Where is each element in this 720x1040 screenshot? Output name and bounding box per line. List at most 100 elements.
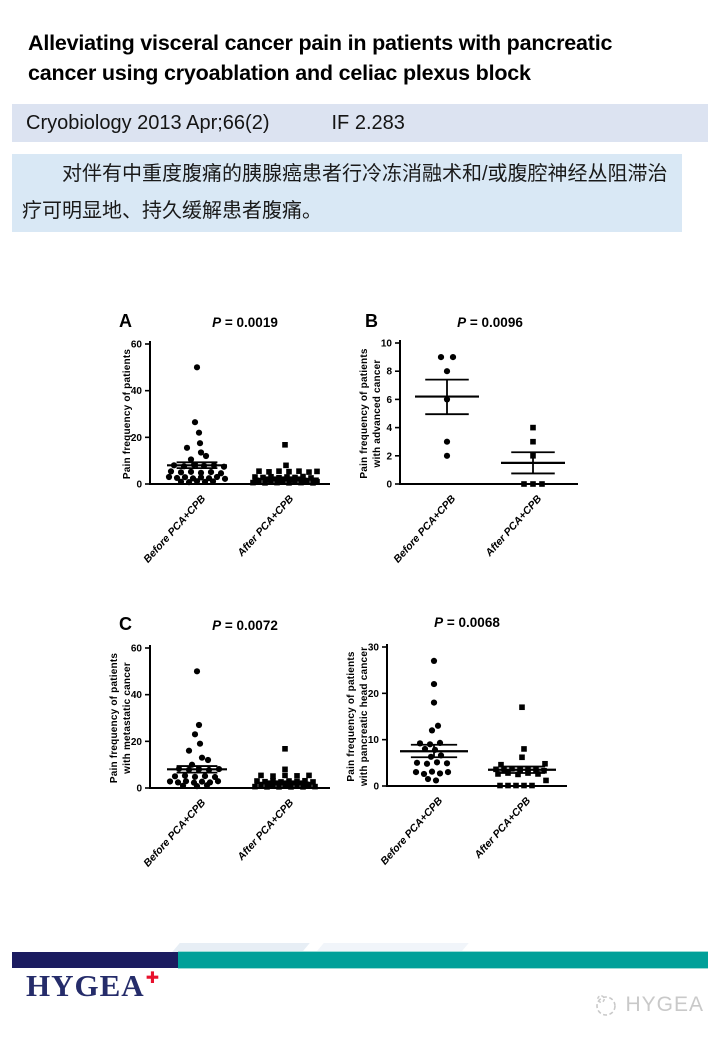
data-point bbox=[268, 478, 274, 485]
data-point bbox=[177, 469, 185, 476]
data-point bbox=[252, 783, 258, 790]
data-point bbox=[258, 772, 264, 779]
data-point bbox=[282, 442, 288, 448]
y-axis-label: Pain frequency of patients bbox=[359, 348, 370, 478]
group-before bbox=[166, 668, 227, 790]
data-point bbox=[304, 479, 310, 485]
panel-letter: B bbox=[365, 311, 378, 331]
data-point bbox=[258, 782, 264, 789]
y-tick-label: 40 bbox=[131, 690, 143, 701]
data-point bbox=[513, 782, 519, 789]
hygea-logo: HYGEA✚ bbox=[26, 968, 159, 1004]
x-tick-label: Before PCA+CPB bbox=[141, 493, 208, 566]
page-title: Alleviating visceral cancer pain in pati… bbox=[28, 28, 696, 88]
data-point bbox=[283, 462, 289, 469]
data-point bbox=[174, 779, 182, 786]
data-point bbox=[436, 770, 444, 777]
data-point bbox=[434, 722, 442, 729]
data-point bbox=[294, 773, 300, 779]
data-point bbox=[262, 480, 268, 486]
data-point bbox=[193, 668, 201, 675]
data-point bbox=[282, 746, 288, 752]
data-point bbox=[177, 478, 185, 485]
footer-bar-teal bbox=[178, 951, 708, 969]
summary-box: 对伴有中重度腹痛的胰腺癌患者行冷冻消融术和/或腹腔神经丛阻滞治疗可明显地、持久缓… bbox=[12, 154, 682, 232]
x-tick-label: After PCA+CPB bbox=[472, 795, 534, 862]
p-value-label: P = 0.0072 bbox=[212, 618, 278, 633]
footer-bar-navy bbox=[12, 952, 178, 968]
data-point bbox=[535, 771, 541, 777]
y-tick-label: 6 bbox=[386, 395, 392, 406]
data-point bbox=[420, 770, 428, 778]
data-point bbox=[191, 419, 199, 426]
y-tick-label: 40 bbox=[131, 386, 143, 397]
y-tick-label: 20 bbox=[131, 433, 143, 444]
watermark-text: HYGEA bbox=[625, 993, 704, 1016]
x-tick-label: After PCA+CPB bbox=[235, 493, 297, 560]
group-after bbox=[250, 442, 320, 486]
x-tick-label: Before PCA+CPB bbox=[141, 797, 208, 870]
data-point bbox=[182, 778, 190, 785]
data-point bbox=[530, 424, 536, 431]
data-point bbox=[312, 783, 318, 790]
data-point bbox=[519, 704, 525, 711]
data-point bbox=[298, 479, 304, 486]
journal-citation: Cryobiology 2013 Apr;66(2) bbox=[26, 111, 270, 134]
y-tick-label: 60 bbox=[131, 340, 143, 351]
data-point bbox=[521, 782, 527, 789]
data-point bbox=[185, 479, 193, 486]
summary-text-cn: 对伴有中重度腹痛的胰腺癌患者行冷冻消融术和/或腹腔神经丛阻滞治疗可明显地、持久缓… bbox=[22, 163, 668, 222]
data-point bbox=[171, 773, 179, 780]
x-tick-label: After PCA+CPB bbox=[483, 493, 545, 560]
scatter-panel-B: 0 2 4 6 8 10 Pain frequency of patients with ad… bbox=[359, 311, 578, 565]
y-tick-label: 0 bbox=[373, 782, 379, 793]
y-tick-label: 4 bbox=[386, 423, 392, 434]
hygea-logo-text: HYGEA bbox=[26, 968, 145, 1003]
data-point bbox=[256, 478, 262, 485]
data-point bbox=[530, 438, 536, 445]
data-point bbox=[201, 478, 209, 485]
data-point bbox=[260, 474, 266, 481]
data-point bbox=[201, 773, 209, 780]
y-tick-label: 0 bbox=[136, 480, 142, 491]
y-tick-label: 2 bbox=[386, 451, 392, 462]
y-axis-label: with advanced cancer bbox=[372, 360, 383, 469]
data-point bbox=[195, 429, 203, 436]
data-point bbox=[282, 772, 288, 779]
y-axis-label: with pancreatic head cancer bbox=[359, 647, 370, 787]
data-point bbox=[191, 773, 199, 780]
y-tick-label: 10 bbox=[368, 735, 380, 746]
data-point bbox=[306, 469, 312, 475]
data-point bbox=[449, 354, 457, 361]
y-tick-label: 30 bbox=[368, 643, 380, 654]
data-point bbox=[254, 778, 260, 784]
page-title-line2: cancer using cryoablation and celiac ple… bbox=[28, 61, 531, 85]
data-point bbox=[198, 778, 206, 785]
data-point bbox=[498, 761, 504, 768]
red-cross-icon: ✚ bbox=[145, 968, 161, 987]
data-point bbox=[428, 727, 436, 734]
data-point bbox=[430, 657, 438, 664]
data-point bbox=[288, 784, 294, 790]
data-point bbox=[193, 478, 201, 485]
data-point bbox=[542, 760, 548, 767]
data-point bbox=[166, 778, 174, 785]
y-axis-label: with metastatic cancer bbox=[122, 662, 133, 775]
page-title-line1: Alleviating visceral cancer pain in pati… bbox=[28, 31, 613, 55]
data-point bbox=[310, 480, 316, 486]
data-point bbox=[286, 480, 292, 486]
impact-factor: IF 2.283 bbox=[331, 111, 405, 134]
p-value-label: P = 0.0068 bbox=[434, 615, 500, 630]
group-after bbox=[501, 424, 565, 487]
data-point bbox=[433, 759, 441, 766]
data-point bbox=[256, 468, 262, 474]
data-point bbox=[181, 772, 189, 779]
data-point bbox=[282, 766, 288, 773]
data-point bbox=[252, 474, 258, 480]
data-point bbox=[412, 769, 420, 776]
data-point bbox=[428, 768, 436, 775]
data-point bbox=[253, 477, 259, 484]
data-point bbox=[270, 782, 276, 789]
data-point bbox=[300, 784, 306, 790]
